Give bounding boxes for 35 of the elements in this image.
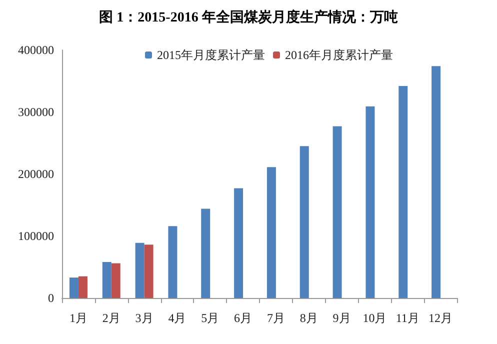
legend-label: 2015年月度累计产量 <box>157 48 265 62</box>
y-tick-label: 200000 <box>18 167 54 181</box>
legend-label: 2016年月度累计产量 <box>285 48 393 62</box>
bar <box>398 86 408 298</box>
bar <box>332 126 342 298</box>
y-tick-label: 400000 <box>18 43 54 57</box>
x-tick-label: 1月 <box>69 311 88 325</box>
y-tick-label: 100000 <box>18 229 54 243</box>
x-tick-label: 11月 <box>396 311 420 325</box>
x-tick-label: 9月 <box>332 311 351 325</box>
bar <box>300 146 309 298</box>
bar <box>102 262 112 298</box>
chart-title: 图 1：2015-2016 年全国煤炭月度生产情况：万吨 <box>99 8 398 26</box>
bar <box>432 66 441 298</box>
bar <box>234 188 244 298</box>
bar <box>168 226 178 298</box>
x-tick-label: 12月 <box>428 311 453 325</box>
x-tick-label: 7月 <box>266 311 285 325</box>
bar <box>78 276 88 298</box>
x-tick-label: 4月 <box>168 311 186 325</box>
x-tick-label: 10月 <box>362 311 387 325</box>
bar <box>135 242 144 298</box>
bar <box>111 263 120 298</box>
x-tick-label: 3月 <box>135 311 154 325</box>
x-tick-label: 8月 <box>300 311 318 325</box>
y-tick-label: 0 <box>48 291 54 305</box>
bar <box>366 106 375 298</box>
x-tick-label: 5月 <box>201 311 220 325</box>
bar <box>266 167 276 298</box>
x-tick-label: 2月 <box>102 311 120 325</box>
bar <box>201 208 210 298</box>
bar <box>69 278 78 298</box>
x-tick-label: 6月 <box>234 311 252 325</box>
bar <box>144 244 154 298</box>
y-tick-label: 300000 <box>18 105 54 119</box>
